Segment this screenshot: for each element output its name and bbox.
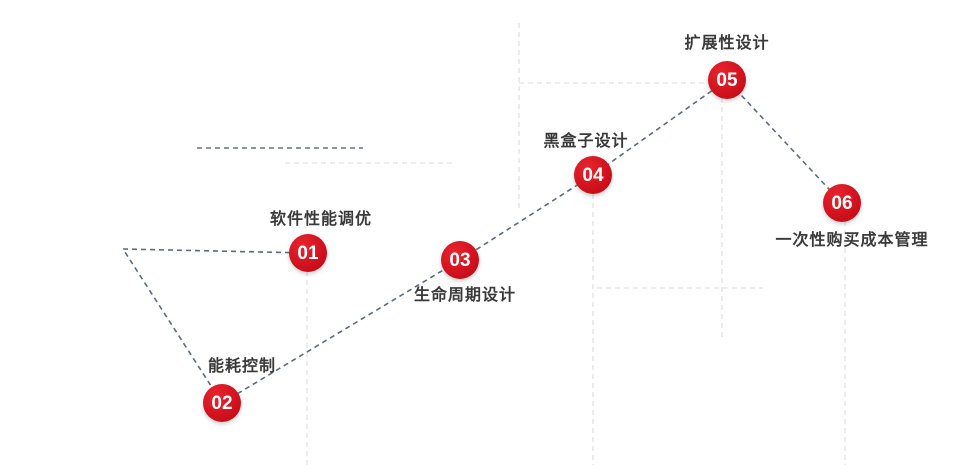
step-number: 02	[211, 392, 233, 414]
step-label-04: 黑盒子设计	[543, 133, 629, 150]
step-number: 03	[449, 249, 471, 271]
step-number: 04	[582, 164, 604, 186]
step-label-01: 软件性能调优	[269, 211, 373, 228]
step-label-03: 生命周期设计	[413, 287, 517, 304]
step-number: 05	[716, 69, 738, 91]
step-node-02: 02	[203, 384, 241, 422]
step-node-01: 01	[289, 234, 327, 272]
step-number: 01	[297, 242, 319, 264]
step-number: 06	[831, 192, 853, 214]
step-node-06: 06	[823, 184, 861, 222]
step-label-02: 能耗控制	[207, 358, 277, 375]
step-label-05: 扩展性设计	[684, 35, 770, 52]
connector-branch-elbow-01-02	[121, 248, 309, 404]
step-label-06: 一次性购买成本管理	[775, 232, 929, 249]
step-node-04: 04	[574, 156, 612, 194]
step-node-03: 03	[441, 241, 479, 279]
step-node-05: 05	[708, 61, 746, 99]
